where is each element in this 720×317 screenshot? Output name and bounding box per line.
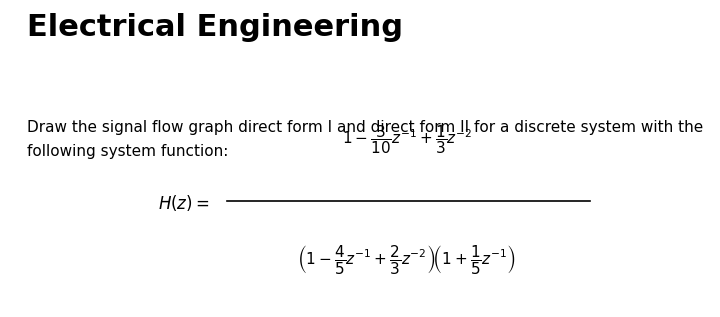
Text: $\left(1 - \dfrac{4}{5}z^{-1} + \dfrac{2}{3}z^{-2}\right)\!\left(1 + \dfrac{1}{5: $\left(1 - \dfrac{4}{5}z^{-1} + \dfrac{2… [297,243,516,276]
Text: $H(z) =$: $H(z) =$ [158,193,210,213]
Text: Electrical Engineering: Electrical Engineering [27,13,403,42]
Text: $1 - \dfrac{3}{10}z^{-1} + \dfrac{1}{3}z^{-2}$: $1 - \dfrac{3}{10}z^{-1} + \dfrac{1}{3}z… [341,123,472,156]
Text: Draw the signal flow graph direct form I and direct form II for a discrete syste: Draw the signal flow graph direct form I… [27,120,703,159]
